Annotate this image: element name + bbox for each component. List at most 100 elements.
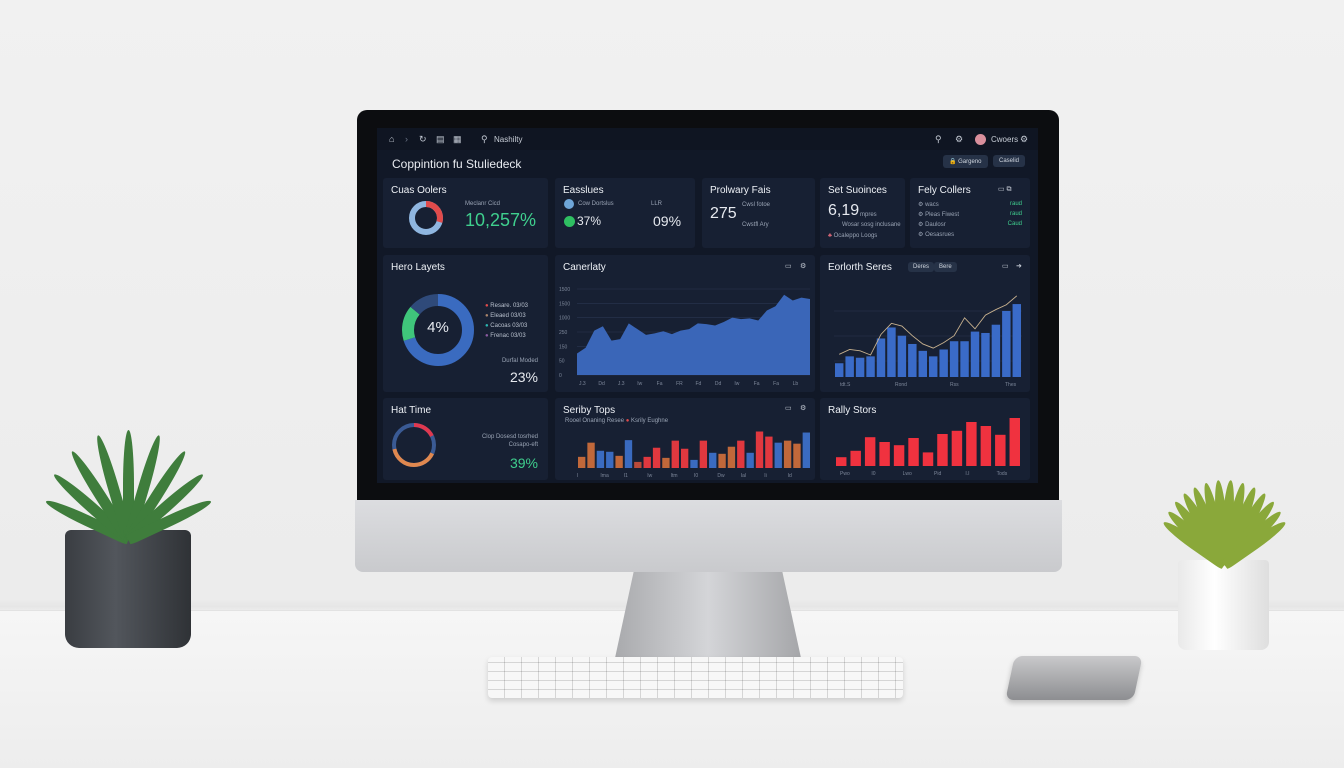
search-label[interactable]: Nashilty xyxy=(494,135,523,144)
combo-chart: tdt.S Rond Rss Thes xyxy=(834,295,1022,388)
window-icon[interactable]: ▭ xyxy=(785,263,792,270)
monitor-chin xyxy=(355,500,1062,572)
bar xyxy=(981,332,990,377)
donut-chart xyxy=(402,294,474,366)
bar xyxy=(835,363,844,377)
bar xyxy=(709,452,717,468)
kpi-card-cuas-oolers: Cuas Oolers Meclanr Cicd 10,257% xyxy=(383,178,548,248)
bar xyxy=(893,445,905,466)
list-item-value: raud xyxy=(1009,201,1022,207)
settings-icon[interactable]: ⚙ xyxy=(955,134,964,144)
x-tick-label: I.I xyxy=(965,471,969,477)
bar xyxy=(836,457,847,466)
list-item-name: Oesasrues xyxy=(925,232,955,238)
page-title: Coppintion fu Stuliedeck xyxy=(392,157,522,171)
button-label: Caselid xyxy=(999,158,1020,164)
kpi-card-fely-collers: Fely Collers ▭ ⧉ ⚙ wacs raud ⚙ Pleas Fiwes… xyxy=(910,178,1030,248)
user-name[interactable]: Cwoers xyxy=(991,135,1019,144)
x-tick-label: Fa xyxy=(754,381,760,387)
x-tick-label: Ial xyxy=(741,473,746,479)
bar-chart: I Ima I1 Iw Itm I0 Dw Ial Ii Id xyxy=(577,431,810,479)
legend-item: ● Eleaed 03/03 xyxy=(485,313,528,319)
card-title: Hat Time xyxy=(391,405,432,416)
legend-label: Frenac 03/03 xyxy=(490,333,526,339)
kpi-sub: Cwsl fotoe xyxy=(742,202,771,208)
legend-item: ● Resare. 03/03 xyxy=(485,303,528,309)
share-icon[interactable]: ➜ xyxy=(1016,263,1022,270)
bar xyxy=(937,434,948,466)
card-title: Rally Stors xyxy=(828,405,877,416)
dashboard-screen: ⌂ › ↻ ▤ ▦ ⚲ Nashilty ⚲ ⚙ Cwoers ⚙ Coppin… xyxy=(377,128,1038,483)
y-tick-label: 50 xyxy=(559,359,565,365)
alert-icon: ♣ xyxy=(828,233,832,239)
legend-dot: ● xyxy=(485,333,489,339)
legend-item: ● Cacoas 03/03 xyxy=(485,323,528,329)
window-icon[interactable]: ▭ xyxy=(1002,263,1009,270)
document-icon[interactable]: ▤ xyxy=(436,134,445,144)
caselid-button[interactable]: Caselid xyxy=(993,155,1026,167)
legend-label: Rooel Onaning Resee xyxy=(565,418,625,424)
list-item[interactable]: ⚙ wacs raud xyxy=(918,201,1022,208)
gargeno-button[interactable]: 🔒 Gargeno xyxy=(943,155,988,168)
x-tick-label: Id xyxy=(788,473,792,479)
expand-icon[interactable]: ▭ ⧉ xyxy=(998,186,1012,193)
x-tick-label: Tods xyxy=(997,471,1008,477)
kpi-sub: Cow Dortslus xyxy=(578,201,614,207)
home-icon[interactable]: ⌂ xyxy=(389,134,395,144)
legend-label: Eleaed 03/03 xyxy=(490,313,526,319)
bar xyxy=(850,450,861,466)
x-tick-label: Rond xyxy=(895,382,907,388)
settings-icon[interactable]: ⚙ xyxy=(800,405,807,412)
card-title: Canerlaty xyxy=(563,262,606,273)
bar xyxy=(1009,418,1020,466)
donut-card: Hero Layets 4% ● Resare. 03/03 ● Eleaed 0… xyxy=(383,255,548,392)
list-item[interactable]: ⚙ Oesasrues xyxy=(918,231,1022,238)
red-bar-card: Rally Stors Pwo I0 Lwo Pid I.I Tods xyxy=(820,398,1030,480)
search-icon[interactable]: ⚲ xyxy=(935,134,942,144)
x-tick-label: Lwo xyxy=(903,471,912,477)
avatar[interactable] xyxy=(975,134,986,145)
tab-bere[interactable]: Bere xyxy=(934,262,957,272)
combo-chart-card: Eorlorth Seres Deres Bere ▭ ➜ tdt.S Rond R… xyxy=(820,255,1030,392)
card-title: Prolwary Fais xyxy=(710,185,771,196)
area-chart-card: Canerlaty ▭ ⚙ 0 50 150 250 1000 1500 1500 J.3 Dd… xyxy=(555,255,815,392)
legend-item: ● Frenac 03/03 xyxy=(485,333,528,339)
bar xyxy=(949,341,959,377)
bar xyxy=(951,430,963,466)
y-tick-label: 0 xyxy=(559,373,562,379)
bar xyxy=(680,448,689,468)
settings-icon[interactable]: ⚙ xyxy=(800,263,807,270)
kpi-card-easslues: Easslues Cow Dortslus LLR 37% 09% xyxy=(555,178,695,248)
x-tick-label: Rss xyxy=(950,382,959,388)
grid-icon[interactable]: ▦ xyxy=(453,134,462,144)
x-tick-label: I0 xyxy=(694,473,698,479)
list-item[interactable]: ⚙ Pleas Fiwest raud xyxy=(918,211,1022,218)
refresh-icon[interactable]: ↻ xyxy=(419,134,427,144)
x-tick-label: Thes xyxy=(1005,382,1017,388)
x-tick-label: Pid xyxy=(934,471,941,477)
card-title: Hero Layets xyxy=(391,262,445,273)
search-icon[interactable]: ⚲ xyxy=(481,134,488,144)
button-label: Gargeno xyxy=(958,159,982,165)
bar xyxy=(690,459,698,468)
bar xyxy=(879,442,890,466)
bar xyxy=(634,461,642,468)
legend-dot: ● xyxy=(485,323,489,329)
bar xyxy=(606,451,614,468)
legend-dot: ● xyxy=(625,418,630,424)
phone xyxy=(1005,656,1143,700)
card-title: Easslues xyxy=(563,185,604,196)
bar xyxy=(643,456,651,468)
window-icon[interactable]: ▭ xyxy=(785,405,792,412)
list-item[interactable]: ⚙ Daulosr Caud xyxy=(918,221,1022,228)
bar xyxy=(980,426,992,466)
list-item-name: wacs xyxy=(925,202,939,208)
status-dot xyxy=(564,216,575,227)
card-title: Eorlorth Seres xyxy=(828,262,892,273)
bar xyxy=(845,356,854,377)
gear-icon[interactable]: ⚙ xyxy=(1020,134,1029,144)
kpi-value: 37% xyxy=(577,214,602,228)
kpi-unit: mpres xyxy=(860,212,877,218)
bar xyxy=(929,356,938,377)
tab-deres[interactable]: Deres xyxy=(908,262,935,272)
